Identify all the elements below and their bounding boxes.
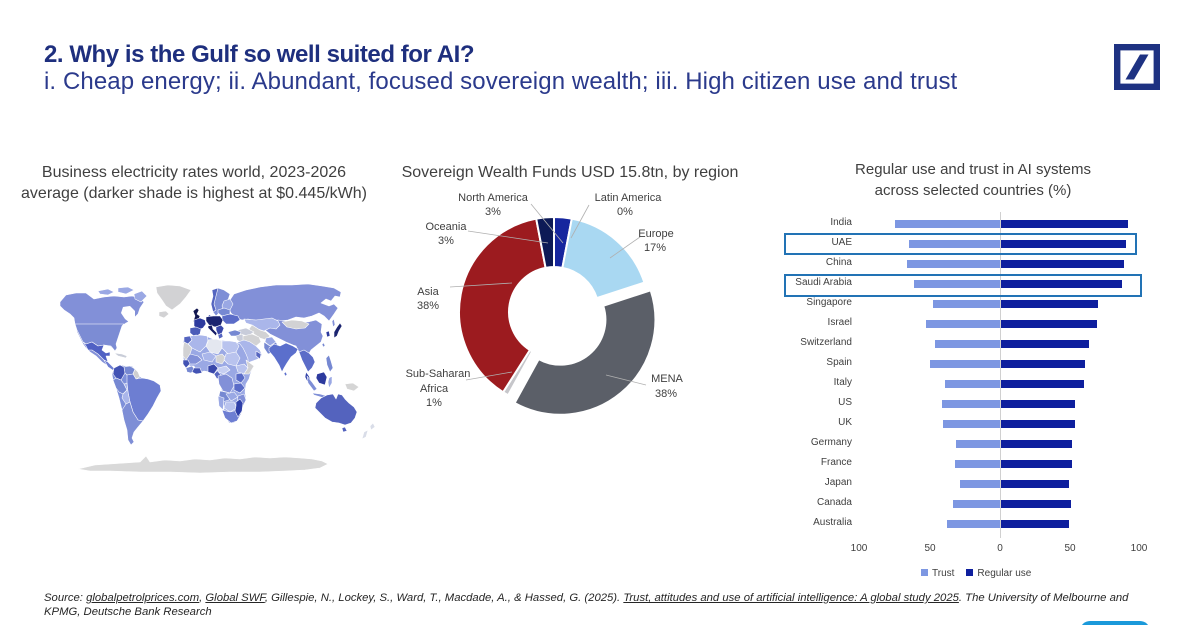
svg-text:Latin America: Latin America [595,192,663,204]
svg-text:1%: 1% [426,397,442,409]
svg-text:North America: North America [458,192,529,204]
svg-text:Asia: Asia [417,286,439,298]
svg-text:Europe: Europe [638,228,673,240]
svg-text:38%: 38% [417,300,439,312]
svg-text:Africa: Africa [420,383,449,395]
svg-text:Sub-Saharan: Sub-Saharan [406,368,471,380]
svg-text:MENA: MENA [651,373,683,385]
svg-text:0%: 0% [617,206,633,218]
svg-text:17%: 17% [644,242,666,254]
svg-text:Oceania: Oceania [426,221,468,233]
svg-text:38%: 38% [655,388,677,400]
svg-text:3%: 3% [438,235,454,247]
svg-text:3%: 3% [485,206,501,218]
